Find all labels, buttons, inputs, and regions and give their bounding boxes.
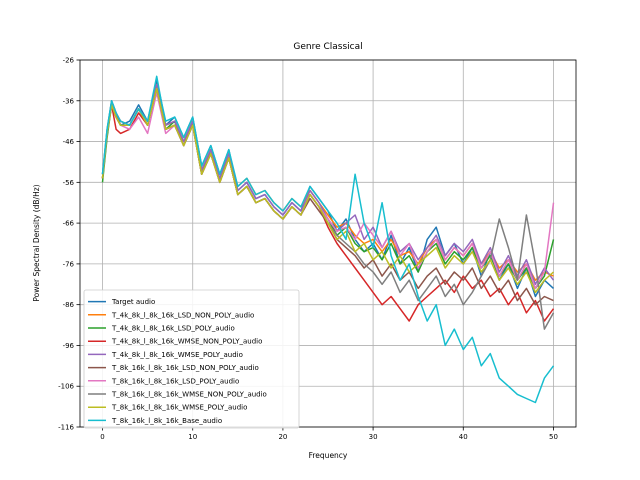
y-axis-label: Power Spectral Density (dB/Hz): [32, 184, 41, 301]
legend-label: T_8k_16k_l_8k_16k_Base_audio: [111, 417, 222, 425]
x-tick-label: 40: [459, 433, 468, 441]
x-axis-label: Frequency: [309, 451, 348, 460]
y-tick-label: -86: [63, 301, 75, 309]
y-tick-label: -56: [63, 179, 75, 187]
y-tick-label: -46: [63, 138, 75, 146]
legend: Target audio T_4k_8k_l_8k_16k_LSD_NON_POL…: [83, 289, 300, 429]
x-tick-label: 50: [549, 433, 558, 441]
y-tick-label: -116: [58, 424, 74, 432]
y-tick-label: -106: [58, 383, 74, 391]
legend-label: T_4k_8k_l_8k_16k_WMSE_NON_POLY_audio: [111, 338, 262, 346]
series-line-5: [101, 83, 555, 286]
y-tick-label: -26: [63, 57, 75, 65]
y-tick-label: -96: [63, 342, 75, 350]
legend-label: Target audio: [111, 298, 155, 306]
y-tick-label: -76: [63, 260, 75, 268]
x-tick-label: 30: [369, 433, 378, 441]
legend-label: T_8k_16k_l_8k_16k_LSD_NON_POLY_audio: [111, 364, 259, 372]
legend-label: T_4k_8k_l_8k_16k_LSD_POLY_audio: [111, 325, 235, 333]
x-tick-label: 10: [188, 433, 197, 441]
x-tick-label: 20: [278, 433, 287, 441]
legend-label: T_4k_8k_l_8k_16k_WMSE_POLY_audio: [111, 351, 243, 359]
series-layer: [101, 75, 555, 404]
legend-label: T_8k_16k_l_8k_16k_WMSE_NON_POLY_audio: [111, 391, 267, 399]
legend-label: T_4k_8k_l_8k_16k_LSD_NON_POLY_audio: [111, 311, 254, 319]
series-line-10: [101, 75, 555, 404]
y-tick-label: -36: [63, 97, 75, 105]
legend-label: T_8k_16k_l_8k_16k_WMSE_POLY_audio: [111, 404, 247, 412]
chart-title: Genre Classical: [293, 42, 362, 52]
y-tick-label: -66: [63, 220, 75, 228]
series-line-9: [101, 87, 555, 294]
x-tick-label: 0: [100, 433, 104, 441]
legend-box: [83, 289, 300, 429]
plot-frame: [79, 59, 577, 428]
legend-label: T_8k_16k_l_8k_16k_LSD_POLY_audio: [111, 377, 239, 385]
axis-ticks: 0 10 20 30 40 50 -116 -106 -96 -86 -76 -66 -56 -46 -36…: [58, 57, 558, 442]
